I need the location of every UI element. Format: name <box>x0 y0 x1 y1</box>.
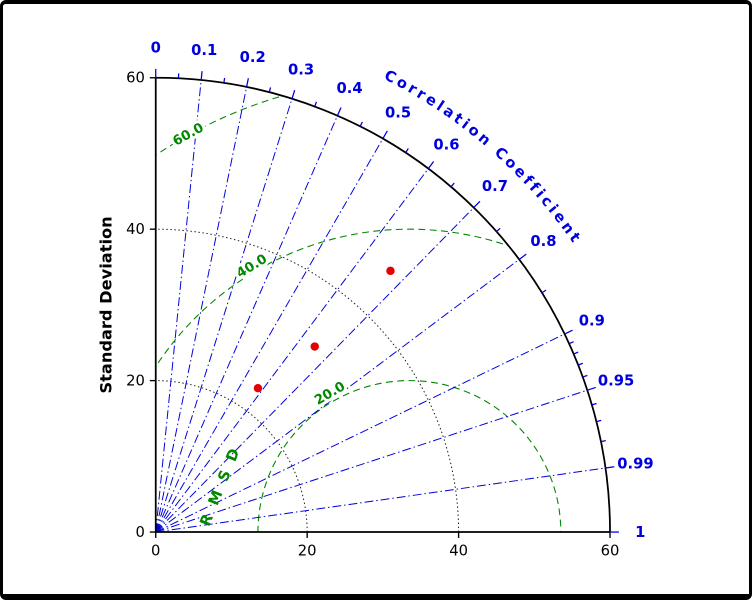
correlation-tick-label: 0.2 <box>240 49 266 66</box>
correlation-tick-label: 0.1 <box>191 42 217 59</box>
rmsd-axis-label: R M S D <box>197 443 245 528</box>
correlation-tick-label: 1 <box>635 524 645 541</box>
correlation-tick <box>605 466 615 469</box>
correlation-line-0.7 <box>155 207 475 533</box>
correlation-line-0.4 <box>155 115 338 533</box>
rmsd-contour-40 <box>155 228 611 533</box>
data-point <box>310 342 319 351</box>
correlation-tick-label: 0.3 <box>288 62 314 79</box>
correlation-tick <box>541 289 547 294</box>
correlation-tick <box>473 200 481 209</box>
correlation-line-0.8 <box>155 259 520 533</box>
correlation-tick <box>564 329 573 335</box>
correlation-tick <box>582 374 588 378</box>
correlation-tick-label: 0.6 <box>433 136 459 153</box>
correlation-line-0.6 <box>155 168 429 533</box>
correlation-tick <box>496 227 501 233</box>
correlation-line-0.2 <box>155 86 248 533</box>
correlation-tick-label: 0 <box>151 39 161 56</box>
y-tick-label: 20 <box>126 373 145 390</box>
correlation-line-0.1 <box>155 79 202 533</box>
correlation-tick <box>568 341 574 345</box>
correlation-tick-label: 0.7 <box>482 178 508 195</box>
correlation-tick <box>450 182 455 188</box>
correlation-tick <box>268 87 272 93</box>
correlation-tick <box>577 362 584 366</box>
std-dev-arc-40 <box>155 228 460 533</box>
correlation-tick <box>223 77 226 83</box>
y-axis-title: Standard Deviation <box>96 216 115 393</box>
std-dev-arc-20 <box>155 380 308 533</box>
correlation-line-0.99 <box>155 467 606 533</box>
outer-arc <box>155 76 611 533</box>
rmsd-contours <box>155 77 611 533</box>
x-tick-label: 20 <box>298 543 317 560</box>
data-point <box>386 266 395 276</box>
correlation-tick-label: 0.4 <box>336 80 362 97</box>
correlation-tick-label: 0.99 <box>617 456 653 473</box>
correlation-tick <box>587 386 596 391</box>
x-tick-label: 0 <box>151 543 160 560</box>
correlation-tick <box>245 78 249 88</box>
correlation-tick <box>200 71 203 81</box>
rmsd-contour-20 <box>257 380 562 533</box>
x-tick-label: 60 <box>601 543 620 560</box>
correlation-tick <box>382 130 388 139</box>
correlation-line-0.95 <box>155 389 588 533</box>
correlation-tick <box>336 107 342 116</box>
correlation-tick <box>405 148 409 153</box>
correlation-tick <box>359 121 363 127</box>
correlation-tick <box>291 90 296 99</box>
rmsd-contour-label: 40.0 <box>234 252 270 282</box>
rmsd-contour-label: 60.0 <box>171 120 207 149</box>
correlation-tick <box>427 161 435 169</box>
correlation-tick-label: 0.9 <box>579 313 605 330</box>
correlation-tick <box>591 402 597 406</box>
correlation-tick-label: 0.95 <box>598 373 634 390</box>
correlation-line-0.3 <box>155 98 293 533</box>
correlation-tick-label: 0.5 <box>385 104 411 121</box>
correlation-line-0.9 <box>155 333 565 533</box>
data-point <box>253 383 263 393</box>
y-tick-label: 40 <box>126 221 145 238</box>
rmsd-contour-label: 20.0 <box>312 379 348 408</box>
x-tick-label: 40 <box>449 543 468 560</box>
y-tick-label: 0 <box>136 524 145 541</box>
correlation-tick <box>573 351 579 355</box>
correlation-tick <box>518 253 527 260</box>
y-tick-label: 60 <box>126 70 145 87</box>
correlation-tick <box>314 101 318 107</box>
correlation-tick <box>600 440 606 443</box>
correlation-tick-label: 0.8 <box>530 233 556 250</box>
correlation-line-0.5 <box>155 138 384 533</box>
correlation-tick <box>596 419 602 423</box>
